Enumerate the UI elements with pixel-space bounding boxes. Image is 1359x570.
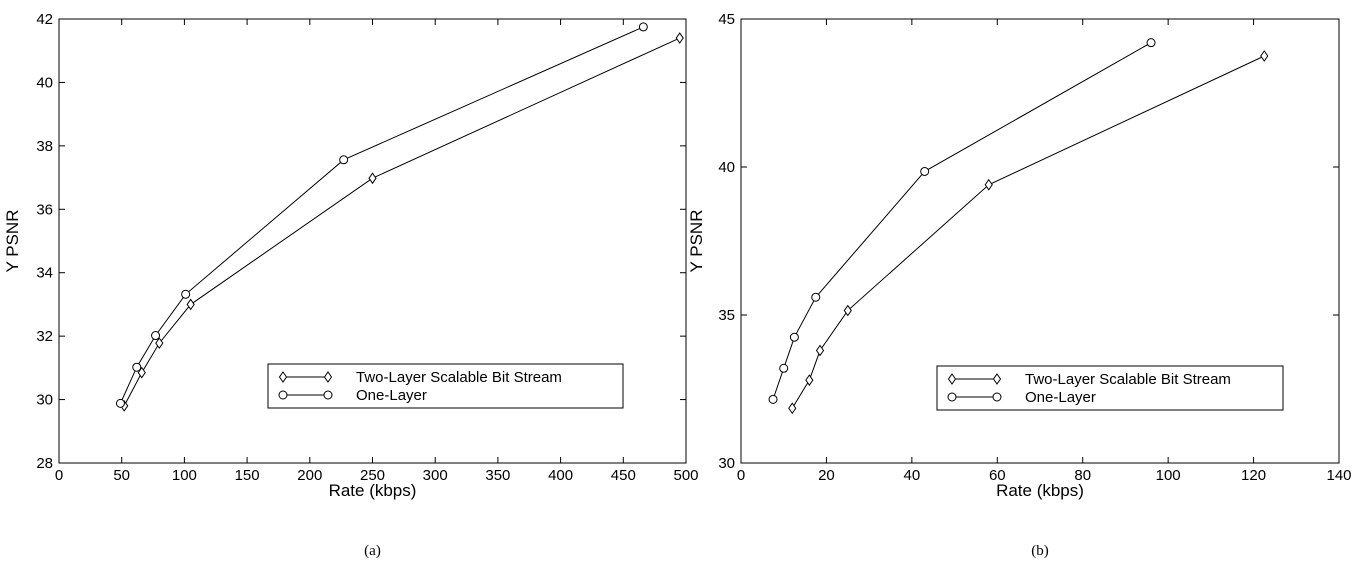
- x-tick-label: 0: [737, 467, 745, 484]
- series-line-two-layer: [123, 37, 680, 407]
- data-point-one-layer: [339, 155, 349, 165]
- x-tick-label: 450: [611, 467, 636, 484]
- x-tick-label: 500: [673, 467, 698, 484]
- x-tick-label: 140: [1326, 467, 1351, 484]
- subfigure-caption: (a): [364, 543, 381, 559]
- data-point-one-layer: [920, 166, 930, 176]
- x-tick-label: 250: [360, 467, 385, 484]
- y-tick-label: 28: [36, 455, 53, 472]
- data-point-one-layer: [115, 398, 125, 408]
- data-point-two-layer: [805, 374, 814, 386]
- y-axis-label: Y PSNR: [3, 210, 22, 273]
- legend-entry: Two-Layer Scalable Bit Stream: [356, 369, 562, 386]
- x-tick-label: 60: [989, 467, 1006, 484]
- chart-b: 0 20 40 60 80 100 120 140 30 35 40 45 Rate (kbps) Y P…: [687, 11, 1352, 559]
- chart-a: 0 50 100 150 200 250 300 350 400 450 500 28 30 32 34 36…: [3, 11, 699, 559]
- data-point-two-layer: [843, 304, 852, 317]
- series-line-one-layer: [119, 26, 644, 404]
- x-axis-label: Rate (kbps): [329, 481, 417, 500]
- legend-marker: [278, 390, 288, 400]
- data-point-one-layer: [1146, 38, 1156, 48]
- data-point-two-layer: [675, 32, 684, 44]
- data-point-one-layer: [132, 362, 142, 372]
- x-tick-label: 150: [235, 467, 260, 484]
- data-point-two-layer: [815, 344, 825, 357]
- data-point-two-layer: [368, 172, 377, 185]
- legend-box: [936, 365, 1284, 411]
- data-point-two-layer: [137, 366, 146, 379]
- data-point-two-layer: [155, 337, 164, 349]
- y-tick-label: 32: [36, 328, 53, 345]
- y-tick-label: 30: [36, 392, 53, 409]
- x-tick-label: 50: [113, 467, 130, 484]
- y-axis-label: Y PSNR: [687, 210, 706, 273]
- series-line-one-layer: [772, 42, 1152, 400]
- y-tick-label: 36: [36, 201, 53, 218]
- y-tick-label: 45: [718, 11, 735, 28]
- x-tick-label: 300: [423, 467, 448, 484]
- y-tick-label: 30: [718, 455, 735, 472]
- data-point-one-layer: [779, 363, 789, 373]
- data-point-one-layer: [638, 22, 648, 32]
- subfigure-caption: (b): [1031, 543, 1049, 559]
- y-tick-label: 40: [718, 159, 735, 176]
- x-tick-label: 200: [297, 467, 322, 484]
- data-point-two-layer: [186, 298, 195, 311]
- legend-box: [267, 363, 624, 409]
- x-tick-label: 100: [172, 467, 197, 484]
- series-line-two-layer: [791, 55, 1265, 409]
- legend-entry: One-Layer: [356, 387, 427, 404]
- legend-marker: [323, 371, 333, 383]
- x-tick-label: 100: [1156, 467, 1181, 484]
- plot-frame: [740, 18, 1340, 464]
- data-point-two-layer: [788, 402, 797, 415]
- data-point-one-layer: [151, 331, 161, 341]
- x-tick-label: 0: [55, 467, 63, 484]
- x-tick-label: 40: [904, 467, 921, 484]
- data-point-two-layer: [1260, 50, 1269, 62]
- y-tick-label: 42: [36, 11, 53, 28]
- data-point-one-layer: [181, 289, 191, 299]
- legend-marker: [947, 373, 957, 385]
- y-tick-label: 38: [36, 138, 53, 155]
- data-point-two-layer: [984, 178, 993, 191]
- x-tick-label: 20: [818, 467, 835, 484]
- y-tick-label: 40: [36, 74, 53, 91]
- legend-marker: [947, 392, 957, 402]
- data-point-one-layer: [768, 394, 778, 404]
- x-axis-label: Rate (kbps): [996, 481, 1084, 500]
- data-point-one-layer: [811, 292, 821, 302]
- x-tick-label: 400: [548, 467, 573, 484]
- y-tick-label: 34: [36, 265, 53, 282]
- x-tick-label: 80: [1074, 467, 1091, 484]
- legend-marker: [278, 371, 288, 383]
- x-tick-label: 350: [485, 467, 510, 484]
- x-tick-label: 120: [1241, 467, 1266, 484]
- legend-marker: [992, 392, 1002, 402]
- legend-entry: Two-Layer Scalable Bit Stream: [1025, 371, 1231, 388]
- legend-entry: One-Layer: [1025, 389, 1096, 406]
- y-tick-label: 35: [718, 307, 735, 324]
- data-point-one-layer: [789, 332, 799, 342]
- legend-marker: [323, 390, 333, 400]
- legend-marker: [992, 373, 1002, 385]
